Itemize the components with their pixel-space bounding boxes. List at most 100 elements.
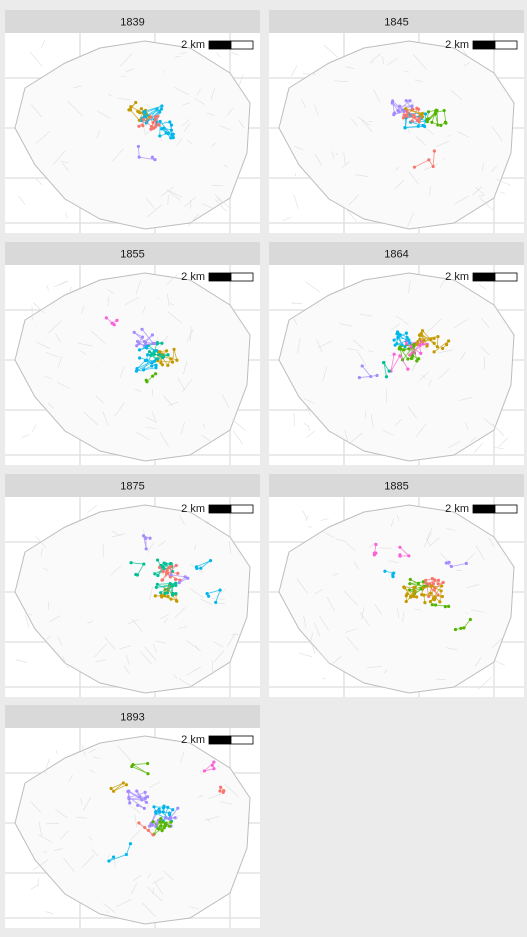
street	[293, 145, 304, 151]
location-point	[153, 341, 157, 346]
facet-title: 1845	[384, 16, 408, 28]
street	[107, 289, 114, 294]
location-point	[400, 108, 405, 112]
facet-panel: 1864 2 km	[269, 242, 524, 465]
street	[223, 164, 228, 168]
street	[151, 411, 157, 423]
street	[480, 346, 490, 356]
location-point	[422, 338, 426, 343]
street	[95, 395, 104, 404]
location-point	[417, 120, 421, 124]
location-point	[412, 113, 416, 117]
location-point	[218, 588, 222, 592]
location-point	[160, 829, 164, 833]
location-point	[404, 107, 408, 111]
street	[317, 340, 332, 349]
street	[302, 510, 308, 520]
street	[175, 55, 181, 58]
facet-strip	[5, 242, 260, 265]
location-point	[177, 581, 181, 585]
street	[374, 603, 383, 615]
street	[196, 88, 201, 96]
street	[178, 626, 188, 629]
street	[428, 379, 432, 387]
street	[179, 515, 185, 526]
location-point	[146, 761, 150, 766]
location-point	[430, 603, 434, 607]
street	[104, 637, 116, 650]
location-point	[416, 107, 421, 111]
scale-bar-white	[494, 40, 518, 50]
location-point	[151, 820, 155, 824]
street	[232, 430, 243, 445]
street	[40, 548, 43, 557]
location-point	[156, 573, 160, 578]
street	[61, 655, 69, 669]
location-point	[128, 801, 132, 805]
street	[136, 431, 150, 441]
street	[201, 203, 215, 210]
location-point	[166, 594, 170, 598]
street	[18, 195, 26, 205]
location-point	[412, 344, 416, 348]
location-point	[154, 115, 158, 119]
location-point	[157, 565, 162, 570]
street	[415, 423, 427, 438]
location-point	[134, 369, 139, 373]
street	[145, 824, 148, 830]
street	[168, 190, 182, 198]
location-point	[151, 374, 155, 378]
street	[217, 197, 222, 203]
street	[78, 342, 93, 347]
street	[231, 52, 240, 56]
location-point	[161, 570, 165, 574]
location-point	[155, 342, 159, 346]
street	[331, 151, 335, 160]
street	[102, 411, 109, 426]
location-point	[134, 572, 138, 577]
location-point	[382, 360, 386, 365]
street	[323, 531, 335, 539]
location-point	[415, 595, 419, 599]
street	[323, 44, 338, 58]
street	[124, 296, 140, 306]
street	[117, 745, 131, 761]
cluster-link	[414, 151, 435, 168]
street	[44, 758, 50, 774]
location-point	[145, 380, 149, 384]
location-point	[128, 842, 133, 846]
location-point	[398, 553, 402, 557]
location-point	[164, 131, 168, 135]
street	[437, 368, 450, 380]
street	[43, 851, 48, 853]
street	[301, 99, 307, 109]
street	[314, 589, 324, 595]
street	[55, 749, 58, 755]
street	[56, 381, 70, 389]
location-point	[176, 806, 180, 810]
street	[383, 669, 388, 674]
street	[158, 540, 166, 547]
location-point	[143, 341, 148, 345]
street	[81, 744, 86, 757]
location-point	[374, 542, 378, 547]
street	[463, 62, 470, 67]
street	[471, 609, 485, 613]
street	[146, 872, 152, 879]
street	[69, 286, 72, 292]
street	[190, 199, 192, 209]
location-point	[153, 594, 157, 598]
location-point	[194, 565, 199, 569]
street	[429, 537, 440, 547]
location-point	[402, 585, 406, 589]
location-point	[384, 375, 389, 379]
street	[488, 537, 495, 548]
street	[142, 306, 146, 314]
street	[185, 640, 201, 652]
location-point	[169, 128, 174, 132]
location-point	[219, 785, 223, 789]
street	[305, 281, 321, 293]
street	[322, 366, 328, 382]
street	[494, 660, 505, 666]
street	[103, 902, 116, 914]
